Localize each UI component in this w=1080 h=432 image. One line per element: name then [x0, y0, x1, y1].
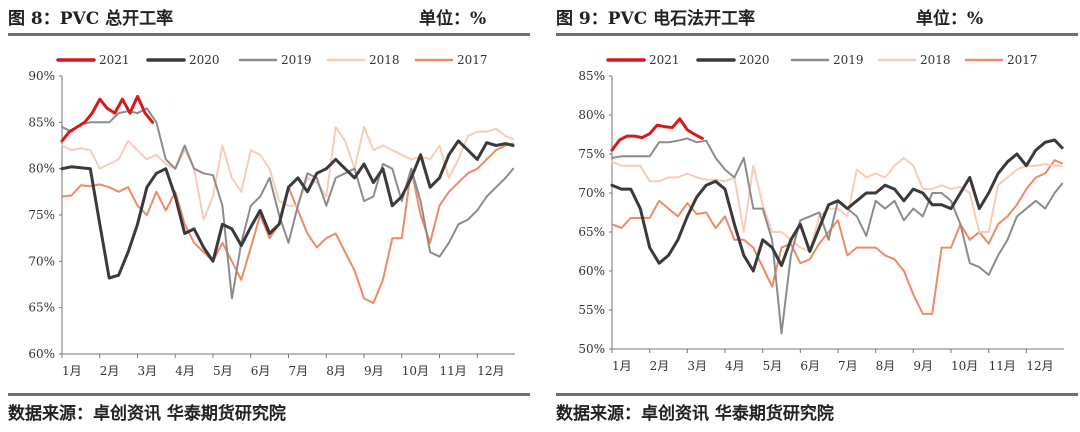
y-tick-label: 55%	[578, 303, 605, 317]
y-tick-label: 75%	[578, 147, 605, 161]
legend-label-2017: 2017	[1007, 53, 1038, 67]
x-tick-label: 9月	[364, 364, 384, 378]
series-line-2019	[61, 107, 515, 300]
x-tick-label: 11月	[989, 359, 1016, 373]
figure-9-line-chart: 50% 55% 60% 65% 70% 75% 80% 85% 1月 2月 3月 4月 5月 6月 7月 8月…	[578, 53, 1064, 373]
y-tick-label: 85%	[28, 115, 55, 129]
legend-label-2020: 2020	[189, 53, 220, 67]
series-line-2018	[611, 156, 1064, 253]
x-tick-label: 2月	[100, 364, 120, 378]
x-tick-label: 1月	[612, 359, 632, 373]
series-line-2021	[60, 94, 155, 143]
x-tick-label: 2月	[650, 359, 670, 373]
x-tick-label: 8月	[326, 364, 346, 378]
figure-9-source: 数据来源：卓创资讯 华泰期货研究院	[556, 404, 834, 424]
series-line-2021	[610, 117, 704, 152]
x-tick-label: 9月	[913, 359, 933, 373]
y-tick-label: 60%	[578, 264, 605, 278]
x-tick-label: 12月	[477, 364, 504, 378]
legend-label-2018: 2018	[920, 53, 951, 67]
bottom-divider	[8, 393, 530, 396]
legend-label-2021: 2021	[99, 53, 130, 67]
x-tick-label: 4月	[725, 359, 745, 373]
figure-9-title: 图 9：PVC 电石法开工率	[556, 9, 756, 29]
x-tick-label: 10月	[402, 364, 429, 378]
top-divider	[556, 33, 1078, 36]
y-tick-label: 70%	[578, 186, 605, 200]
legend-label-2020: 2020	[739, 53, 770, 67]
figure-8-source: 数据来源：卓创资讯 华泰期货研究院	[8, 404, 286, 424]
y-tick-label: 75%	[28, 208, 55, 222]
top-divider	[8, 33, 530, 36]
figure-9-unit: 单位：%	[916, 9, 984, 29]
figure-8-title: 图 8：PVC 总开工率	[8, 9, 174, 29]
x-tick-label: 3月	[138, 364, 158, 378]
x-tick-label: 7月	[289, 364, 309, 378]
y-tick-label: 80%	[578, 108, 605, 122]
series-line-2020	[610, 138, 1064, 273]
y-tick-label: 90%	[28, 69, 55, 83]
x-tick-label: 5月	[763, 359, 783, 373]
x-tick-label: 4月	[175, 364, 195, 378]
legend-label-2019: 2019	[281, 53, 312, 67]
x-tick-label: 6月	[800, 359, 820, 373]
figure-8-panel: 图 8：PVC 总开工率 单位：% 60% 65% 70% 75% 80% 85% 90% 1…	[8, 0, 530, 432]
x-tick-label: 5月	[213, 364, 233, 378]
x-tick-label: 11月	[440, 364, 467, 378]
y-tick-label: 50%	[578, 342, 605, 356]
figure-8-unit: 单位：%	[419, 9, 487, 29]
bottom-divider	[556, 393, 1078, 396]
legend-label-2019: 2019	[833, 53, 864, 67]
x-tick-label: 12月	[1026, 359, 1053, 373]
series-line-2017	[611, 159, 1064, 315]
x-tick-label: 8月	[876, 359, 896, 373]
series-line-2018	[61, 126, 515, 221]
series-line-2020	[60, 139, 515, 280]
legend-label-2018: 2018	[369, 53, 400, 67]
figure-9-panel: 图 9：PVC 电石法开工率 单位：% 50% 55% 60% 65% 70% 75% 80…	[556, 0, 1078, 432]
x-tick-label: 10月	[951, 359, 978, 373]
y-tick-label: 80%	[28, 162, 55, 176]
y-tick-label: 85%	[578, 69, 605, 83]
x-tick-label: 7月	[838, 359, 858, 373]
figure-8-line-chart: 60% 65% 70% 75% 80% 85% 90% 1月 2月 3月 4月 5月 6月 7月 8月 9月 1…	[28, 53, 515, 378]
x-tick-label: 6月	[251, 364, 271, 378]
legend-label-2021: 2021	[649, 53, 680, 67]
x-tick-label: 3月	[687, 359, 707, 373]
y-tick-label: 60%	[28, 347, 55, 361]
y-tick-label: 65%	[578, 225, 605, 239]
y-tick-label: 65%	[28, 301, 55, 315]
x-tick-label: 1月	[62, 364, 82, 378]
legend-label-2017: 2017	[457, 53, 488, 67]
y-tick-label: 70%	[28, 254, 55, 268]
